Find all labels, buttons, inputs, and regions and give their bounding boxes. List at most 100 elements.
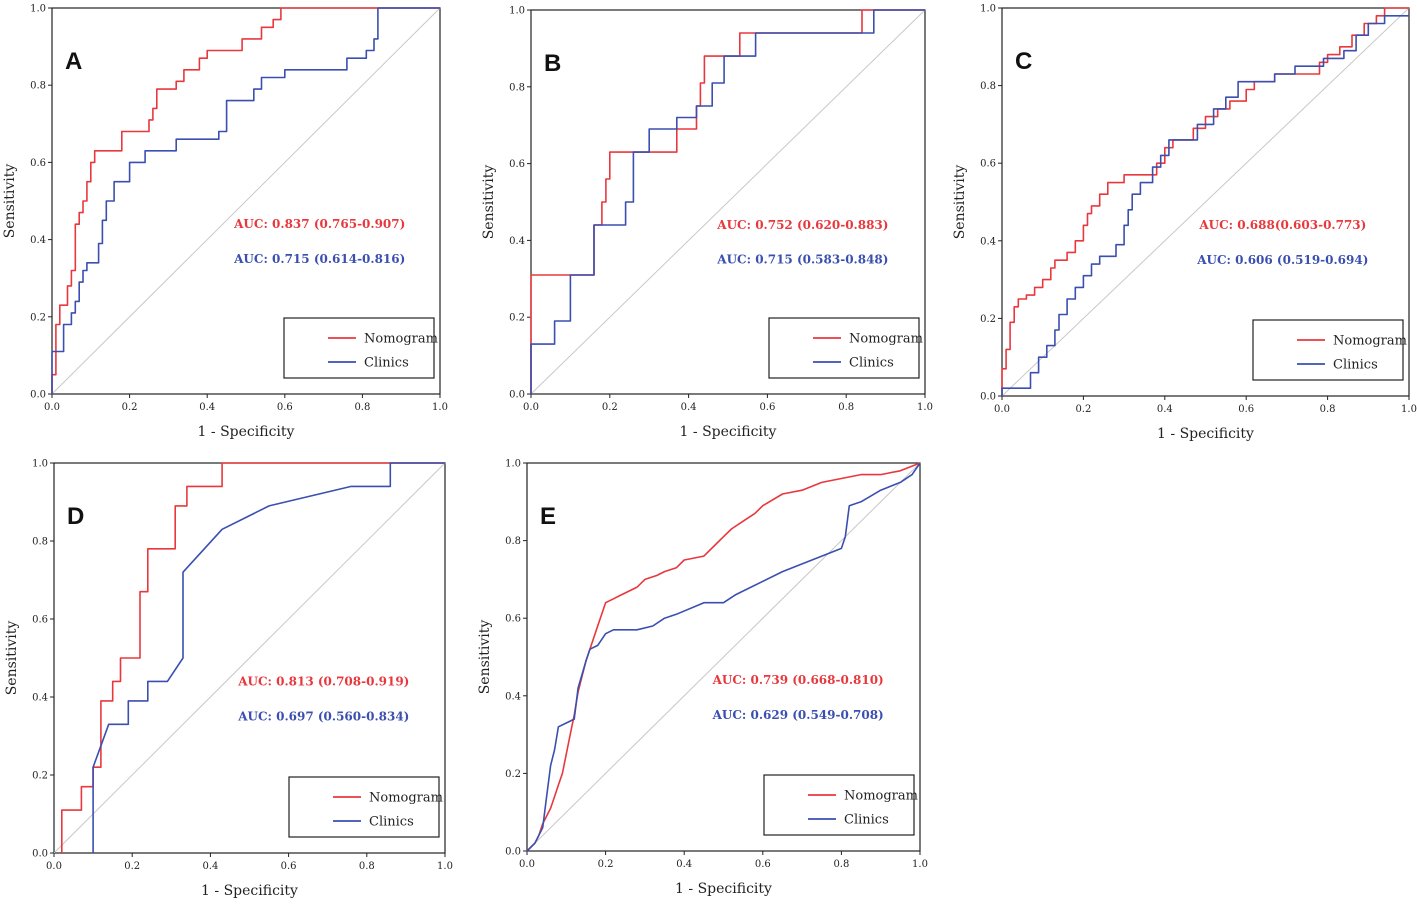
y-tick-label: 1.0: [509, 6, 525, 17]
y-tick-label: 0.0: [505, 847, 521, 858]
y-tick-label: 0.8: [505, 536, 521, 547]
x-tick-label: 0.8: [354, 402, 370, 413]
panel-letter: C: [1015, 48, 1032, 75]
x-tick-label: 0.6: [759, 402, 775, 413]
y-tick-label: 0.4: [505, 691, 521, 702]
legend-label-nomogram: Nomogram: [849, 332, 923, 347]
legend: Nomogram Clinics: [288, 776, 443, 838]
series-line-clinics: [526, 462, 921, 852]
x-tick-label: 0.6: [281, 861, 297, 872]
legend-label-nomogram: Nomogram: [1333, 334, 1407, 349]
y-axis-title: Sensitivity: [477, 620, 493, 695]
y-tick-label: 0.2: [32, 771, 48, 782]
roc-panel-c: 0.00.0 0.2 0.2 0.4 0.4 0.6 0.6 0.8 0.8 1.0 1.0 1 - …: [952, 4, 1417, 443]
y-tick-label: 0.6: [32, 615, 48, 626]
x-tick-label: 1.0: [917, 402, 933, 413]
legend-box: [768, 317, 920, 379]
panel-letter: E: [540, 503, 556, 530]
y-tick-label: 0.4: [980, 236, 996, 247]
y-tick-label: 0.0: [980, 392, 996, 403]
auc-label-clinics: AUC: 0.697 (0.560-0.834): [237, 709, 409, 723]
x-tick-label: 0.8: [838, 402, 854, 413]
panel-letter: B: [544, 50, 561, 77]
y-axis-title: Sensitivity: [952, 165, 968, 240]
x-tick-label: 0.8: [1320, 404, 1336, 415]
series-line-nomogram: [51, 7, 440, 394]
y-tick-label: 0.8: [980, 81, 996, 92]
y-axis-title: Sensitivity: [2, 164, 18, 239]
x-tick-label: 0.8: [833, 859, 849, 870]
panel-letter: A: [65, 48, 82, 75]
series-line-clinics: [530, 9, 925, 394]
x-axis-title: 1 - Specificity: [680, 424, 777, 440]
y-tick-label: 0.0: [30, 390, 46, 401]
roc-panel-a: 0.00.0 0.2 0.2 0.4 0.4 0.6 0.6 0.8 0.8 1.0 1.0 1 - …: [2, 4, 448, 441]
series-line-clinics: [51, 7, 440, 394]
x-tick-label: 0.8: [359, 861, 375, 872]
y-tick-label: 0.6: [30, 158, 46, 169]
reference-diagonal: [530, 9, 926, 395]
legend: Nomogram Clinics: [1252, 319, 1407, 381]
legend: Nomogram Clinics: [283, 317, 438, 379]
x-axis-title: 1 - Specificity: [1157, 426, 1254, 442]
y-tick-label: 0.4: [509, 236, 525, 247]
x-tick-label: 1.0: [912, 859, 928, 870]
legend-label-clinics: Clinics: [364, 356, 409, 371]
x-tick-label: 0.2: [602, 402, 618, 413]
legend: Nomogram Clinics: [768, 317, 923, 379]
legend-label-clinics: Clinics: [1333, 358, 1378, 373]
x-tick-label: 0.2: [598, 859, 614, 870]
x-tick-label: 0.6: [277, 402, 293, 413]
x-tick-label: 0.4: [202, 861, 218, 872]
x-tick-label: 0.0: [519, 859, 535, 870]
x-tick-label: 0.2: [122, 402, 138, 413]
legend-box: [1252, 319, 1404, 381]
reference-diagonal: [1001, 7, 1410, 397]
y-tick-label: 0.0: [32, 849, 48, 860]
auc-label-nomogram: AUC: 0.688(0.603-0.773): [1198, 218, 1366, 232]
reference-diagonal: [51, 7, 441, 395]
x-tick-label: 1.0: [1401, 404, 1417, 415]
series-line-clinics: [92, 462, 445, 853]
reference-diagonal: [53, 462, 446, 854]
y-tick-label: 0.0: [509, 390, 525, 401]
auc-label-nomogram: AUC: 0.813 (0.708-0.919): [237, 674, 409, 688]
y-tick-label: 0.4: [32, 693, 48, 704]
legend: Nomogram Clinics: [763, 774, 918, 836]
legend-label-clinics: Clinics: [844, 813, 889, 828]
x-axis-title: 1 - Specificity: [201, 883, 298, 899]
x-tick-label: 0.6: [755, 859, 771, 870]
series-line-nomogram: [526, 462, 921, 852]
roc-panel-d: 0.00.0 0.2 0.2 0.4 0.4 0.6 0.6 0.8 0.8 1.0 1.0 1 - …: [4, 459, 453, 900]
y-tick-label: 1.0: [32, 459, 48, 470]
legend-label-nomogram: Nomogram: [844, 789, 918, 804]
x-tick-label: 0.4: [681, 402, 697, 413]
y-tick-label: 0.8: [509, 82, 525, 93]
x-tick-label: 1.0: [432, 402, 448, 413]
panel-letter: D: [67, 503, 84, 530]
auc-label-clinics: AUC: 0.715 (0.583-0.848): [716, 252, 888, 266]
x-tick-label: 0.6: [1238, 404, 1254, 415]
y-tick-label: 0.6: [980, 159, 996, 170]
x-axis-title: 1 - Specificity: [675, 881, 772, 897]
auc-label-clinics: AUC: 0.629 (0.549-0.708): [712, 708, 884, 722]
x-tick-label: 0.4: [199, 402, 215, 413]
legend-label-clinics: Clinics: [849, 356, 894, 371]
x-tick-label: 1.0: [437, 861, 453, 872]
y-tick-label: 0.2: [980, 314, 996, 325]
legend-label-nomogram: Nomogram: [364, 332, 438, 347]
y-tick-label: 0.4: [30, 235, 46, 246]
y-tick-label: 1.0: [505, 459, 521, 470]
x-tick-label: 0.2: [1075, 404, 1091, 415]
series-line-nomogram: [60, 462, 445, 853]
x-tick-label: 0.0: [46, 861, 62, 872]
auc-label-nomogram: AUC: 0.752 (0.620-0.883): [716, 218, 888, 232]
roc-panel-b: 0.00.0 0.2 0.2 0.4 0.4 0.6 0.6 0.8 0.8 1.0 1.0 1 - …: [481, 6, 933, 441]
x-tick-label: 0.0: [523, 402, 539, 413]
y-axis-title: Sensitivity: [4, 621, 20, 696]
y-tick-label: 0.2: [505, 769, 521, 780]
x-tick-label: 0.0: [994, 404, 1010, 415]
series-line-clinics: [1001, 15, 1409, 396]
y-tick-label: 1.0: [30, 4, 46, 15]
